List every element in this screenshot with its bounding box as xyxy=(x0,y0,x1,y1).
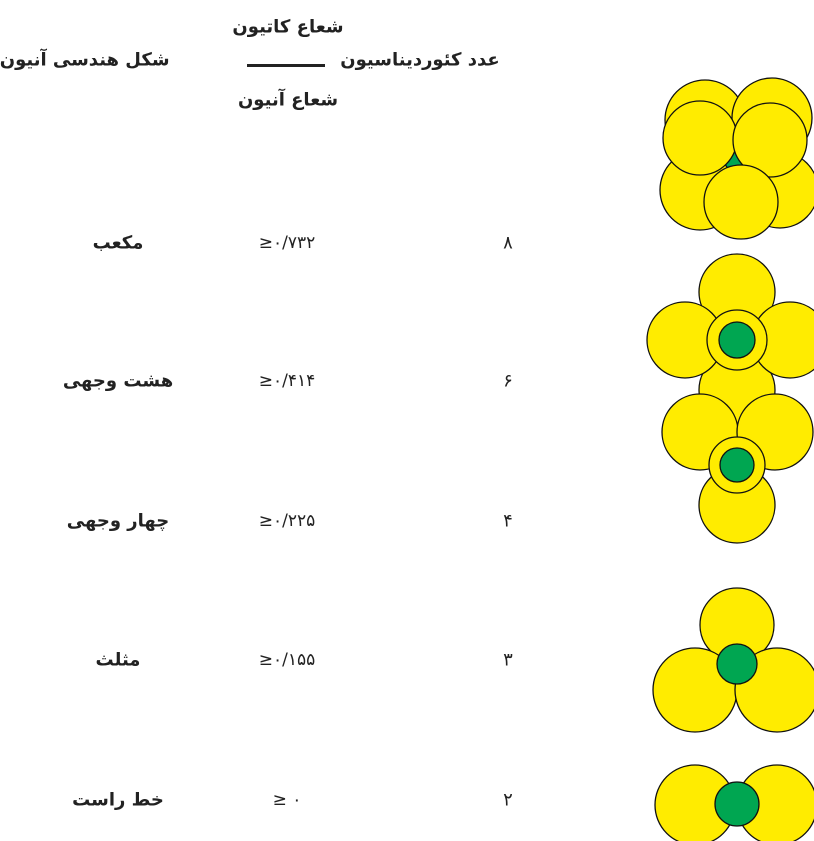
geometry-cell: چهار وجهی xyxy=(66,510,170,532)
coordination-header: عدد کئوردیناسیون xyxy=(340,49,500,71)
ratio-cell: ≥۰/۴۱۴ xyxy=(258,371,316,391)
coordination-cell: ۲ xyxy=(503,789,513,811)
ratio-cell: ≥ ۰ xyxy=(272,790,302,810)
geometry-cell: هشت وجهی xyxy=(62,370,174,392)
tetrahedral-figure xyxy=(661,393,814,544)
triangular-figure xyxy=(652,587,814,733)
cube-figure xyxy=(659,77,814,240)
ratio-denominator: شعاع آنیون xyxy=(237,89,339,111)
geometry-header: شکل هندسی آنیون‌ها xyxy=(0,49,170,71)
coordination-cell: ۸ xyxy=(503,232,513,254)
coordination-cell: ۶ xyxy=(503,370,513,392)
geometry-cell: مکعب xyxy=(92,232,144,254)
geometry-cell: خط راست xyxy=(72,789,164,811)
ratio-cell: ≥۰/۱۵۵ xyxy=(258,650,316,670)
ratio-numerator: شعاع کاتیون xyxy=(232,16,344,38)
ratio-cell: ≥۰/۷۳۲ xyxy=(258,233,316,253)
linear-figure xyxy=(654,764,814,841)
geometry-cell: مثلث xyxy=(95,649,141,671)
coordination-cell: ۳ xyxy=(503,649,513,671)
fraction-bar xyxy=(247,64,325,67)
coordination-cell: ۴ xyxy=(503,510,513,532)
ratio-cell: ≥۰/۲۲۵ xyxy=(258,511,316,531)
